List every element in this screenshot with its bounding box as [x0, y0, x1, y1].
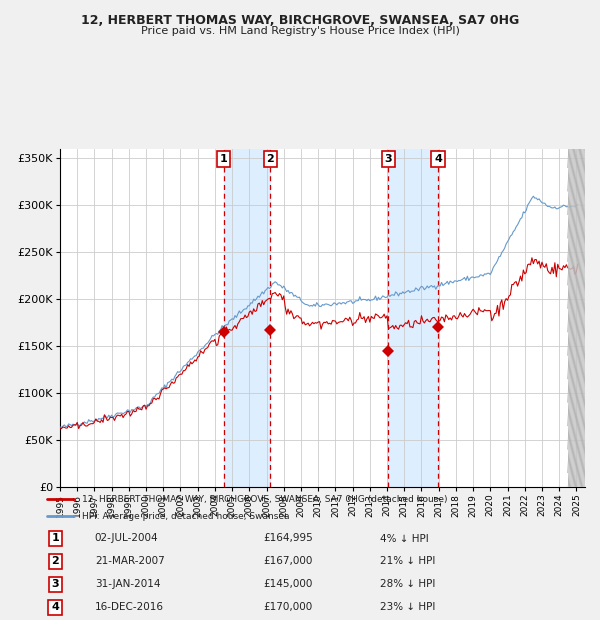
- Text: 21% ↓ HPI: 21% ↓ HPI: [380, 556, 435, 567]
- Text: 4% ↓ HPI: 4% ↓ HPI: [380, 533, 428, 544]
- Bar: [224, 149, 271, 487]
- Text: 2: 2: [266, 154, 274, 164]
- Text: 4: 4: [51, 602, 59, 613]
- Text: 16-DEC-2016: 16-DEC-2016: [95, 602, 164, 613]
- Text: 28% ↓ HPI: 28% ↓ HPI: [380, 579, 435, 590]
- Text: 31-JAN-2014: 31-JAN-2014: [95, 579, 160, 590]
- Text: Price paid vs. HM Land Registry's House Price Index (HPI): Price paid vs. HM Land Registry's House …: [140, 26, 460, 36]
- Text: 2: 2: [52, 556, 59, 567]
- Text: HPI: Average price, detached house, Swansea: HPI: Average price, detached house, Swan…: [82, 512, 289, 521]
- Text: 1: 1: [52, 533, 59, 544]
- Text: 1: 1: [220, 154, 227, 164]
- Text: 4: 4: [434, 154, 442, 164]
- Text: 21-MAR-2007: 21-MAR-2007: [95, 556, 164, 567]
- Text: 23% ↓ HPI: 23% ↓ HPI: [380, 602, 435, 613]
- Text: 3: 3: [52, 579, 59, 590]
- Text: £170,000: £170,000: [264, 602, 313, 613]
- Text: £167,000: £167,000: [264, 556, 313, 567]
- Text: £164,995: £164,995: [264, 533, 314, 544]
- Text: £145,000: £145,000: [264, 579, 313, 590]
- Text: 12, HERBERT THOMAS WAY, BIRCHGROVE, SWANSEA, SA7 0HG: 12, HERBERT THOMAS WAY, BIRCHGROVE, SWAN…: [81, 14, 519, 27]
- Bar: [388, 149, 438, 487]
- Text: 02-JUL-2004: 02-JUL-2004: [95, 533, 158, 544]
- Text: 12, HERBERT THOMAS WAY, BIRCHGROVE, SWANSEA, SA7 0HG (detached house): 12, HERBERT THOMAS WAY, BIRCHGROVE, SWAN…: [82, 495, 447, 504]
- Text: 3: 3: [385, 154, 392, 164]
- Bar: [568, 149, 587, 487]
